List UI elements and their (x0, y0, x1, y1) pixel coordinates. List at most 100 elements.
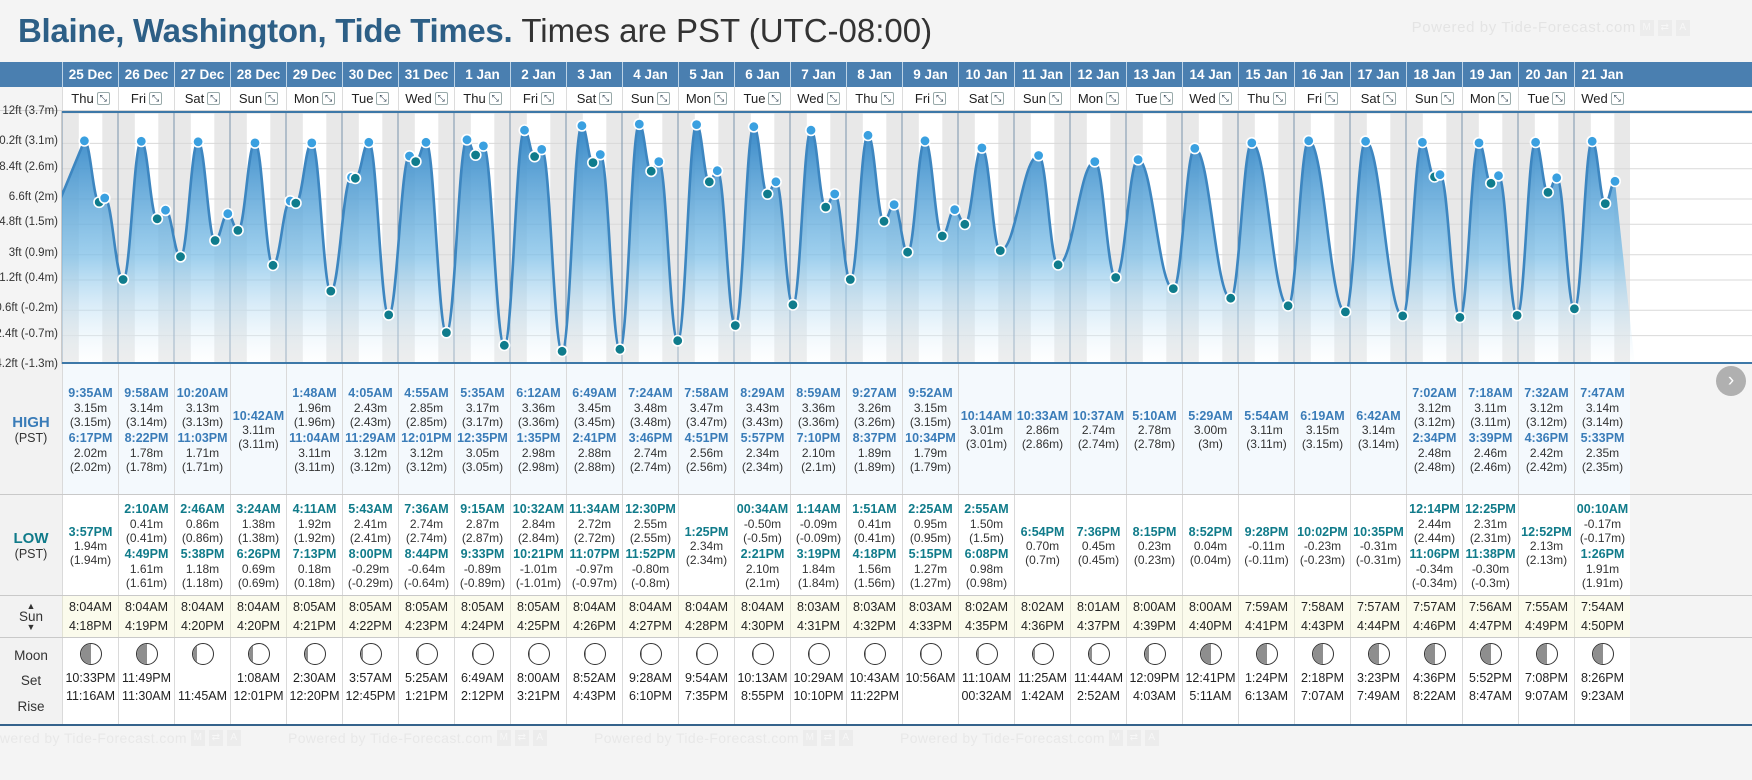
day-of-week-cell[interactable]: Mon ⤡ (1462, 87, 1518, 110)
date-header-cell[interactable]: 13 Jan (1126, 62, 1182, 87)
day-of-week-cell[interactable]: Wed ⤡ (790, 87, 846, 110)
scroll-right-button[interactable]: › (1716, 366, 1746, 396)
date-header-cell[interactable]: 16 Jan (1294, 62, 1350, 87)
expand-icon[interactable]: ⤡ (599, 92, 613, 105)
date-header-cell[interactable]: 10 Jan (958, 62, 1014, 87)
day-of-week-cell[interactable]: Fri ⤡ (1294, 87, 1350, 110)
date-header-cell[interactable]: 28 Dec (230, 62, 286, 87)
date-header-cell[interactable]: 14 Jan (1182, 62, 1238, 87)
date-header-cell[interactable]: 9 Jan (902, 62, 958, 87)
expand-icon[interactable]: ⤡ (1106, 92, 1120, 105)
moon-cell: 12:41PM 5:11AM (1182, 638, 1238, 724)
day-of-week-cell[interactable]: Sat ⤡ (958, 87, 1014, 110)
day-of-week-cell[interactable]: Mon ⤡ (286, 87, 342, 110)
moonrise-time: 1:21PM (404, 689, 449, 703)
day-of-week-cell[interactable]: Thu ⤡ (1238, 87, 1294, 110)
day-name: Thu (1247, 91, 1270, 106)
expand-icon[interactable]: ⤡ (1498, 92, 1512, 105)
day-of-week-cell[interactable]: Thu ⤡ (846, 87, 902, 110)
day-of-week-cell[interactable]: Sun ⤡ (230, 87, 286, 110)
low-tide-cell: 6:54PM 0.70m (0.7m) (1014, 495, 1070, 595)
sunrise-time: 7:57AM (1412, 600, 1457, 615)
expand-icon[interactable]: ⤡ (1383, 92, 1397, 105)
tide-event: 4:11AM 1.92m (1.92m) (293, 501, 337, 546)
day-of-week-cell[interactable]: Thu ⤡ (62, 87, 118, 110)
expand-icon[interactable]: ⤡ (488, 92, 502, 105)
date-header-cell[interactable]: 18 Jan (1406, 62, 1462, 87)
day-of-week-cell[interactable]: Fri ⤡ (510, 87, 566, 110)
expand-icon[interactable]: ⤡ (714, 92, 728, 105)
day-of-week-cell[interactable]: Wed ⤡ (1182, 87, 1238, 110)
expand-icon[interactable]: ⤡ (96, 92, 110, 105)
date-header-cell[interactable]: 4 Jan (622, 62, 678, 87)
date-header-cell[interactable]: 27 Dec (174, 62, 230, 87)
expand-icon[interactable]: ⤡ (1160, 92, 1174, 105)
date-header-cell[interactable]: 3 Jan (566, 62, 622, 87)
date-header-cell[interactable]: 29 Dec (286, 62, 342, 87)
date-header-cell[interactable]: 31 Dec (398, 62, 454, 87)
tide-time: 9:52AM (908, 386, 953, 401)
high-tide-label: HIGH (PST) (0, 364, 62, 494)
day-of-week-cell[interactable]: Fri ⤡ (118, 87, 174, 110)
day-of-week-cell[interactable]: Sat ⤡ (566, 87, 622, 110)
day-of-week-cell[interactable]: Sun ⤡ (1014, 87, 1070, 110)
day-of-week-cell[interactable]: Sun ⤡ (1406, 87, 1462, 110)
expand-icon[interactable]: ⤡ (1049, 92, 1063, 105)
day-of-week-cell[interactable]: Wed ⤡ (1574, 87, 1630, 110)
date-header-cell[interactable]: 25 Dec (62, 62, 118, 87)
day-of-week-cell[interactable]: Thu ⤡ (454, 87, 510, 110)
date-header-cell[interactable]: 20 Jan (1518, 62, 1574, 87)
expand-icon[interactable]: ⤡ (1325, 92, 1339, 105)
date-header-cell[interactable]: 17 Jan (1350, 62, 1406, 87)
expand-icon[interactable]: ⤡ (322, 92, 336, 105)
expand-icon[interactable]: ⤡ (880, 92, 894, 105)
date-header-cell[interactable]: 19 Jan (1462, 62, 1518, 87)
expand-icon[interactable]: ⤡ (434, 92, 448, 105)
expand-icon[interactable]: ⤡ (768, 92, 782, 105)
day-of-week-cell[interactable]: Mon ⤡ (678, 87, 734, 110)
date-header-cell[interactable]: 5 Jan (678, 62, 734, 87)
moonrise-time: 6:13AM (1244, 689, 1289, 703)
date-header-cell[interactable]: 15 Jan (1238, 62, 1294, 87)
expand-icon[interactable]: ⤡ (207, 92, 221, 105)
day-of-week-cell[interactable]: Mon ⤡ (1070, 87, 1126, 110)
date-header-cell[interactable]: 30 Dec (342, 62, 398, 87)
date-header-cell[interactable]: 12 Jan (1070, 62, 1126, 87)
day-of-week-cell[interactable]: Tue ⤡ (342, 87, 398, 110)
date-header-cell[interactable]: 8 Jan (846, 62, 902, 87)
expand-icon[interactable]: ⤡ (991, 92, 1005, 105)
expand-icon[interactable]: ⤡ (376, 92, 390, 105)
day-name: Mon (1077, 91, 1104, 106)
day-name: Mon (685, 91, 712, 106)
expand-icon[interactable]: ⤡ (1441, 92, 1455, 105)
expand-icon[interactable]: ⤡ (149, 92, 163, 105)
date-header-cell[interactable]: 1 Jan (454, 62, 510, 87)
expand-icon[interactable]: ⤡ (1610, 92, 1624, 105)
expand-icon[interactable]: ⤡ (1218, 92, 1232, 105)
expand-icon[interactable]: ⤡ (1272, 92, 1286, 105)
date-header-cell[interactable]: 11 Jan (1014, 62, 1070, 87)
expand-icon[interactable]: ⤡ (1552, 92, 1566, 105)
date-header-cell[interactable]: 2 Jan (510, 62, 566, 87)
date-header-cell[interactable]: 26 Dec (118, 62, 174, 87)
date-header-cell[interactable]: 21 Jan (1574, 62, 1630, 87)
date-header-cell[interactable]: 6 Jan (734, 62, 790, 87)
tide-event: 10:14AM 3.01m (3.01m) (961, 408, 1012, 453)
day-of-week-cell[interactable]: Sun ⤡ (622, 87, 678, 110)
expand-icon[interactable]: ⤡ (933, 92, 947, 105)
date-header-cell[interactable]: 7 Jan (790, 62, 846, 87)
day-of-week-cell[interactable]: Tue ⤡ (1518, 87, 1574, 110)
day-of-week-cell[interactable]: Tue ⤡ (734, 87, 790, 110)
day-of-week-cell[interactable]: Wed ⤡ (398, 87, 454, 110)
moon-phase-icon (1479, 643, 1502, 665)
day-of-week-cell[interactable]: Fri ⤡ (902, 87, 958, 110)
expand-icon[interactable]: ⤡ (265, 92, 279, 105)
expand-icon[interactable]: ⤡ (541, 92, 555, 105)
expand-icon[interactable]: ⤡ (826, 92, 840, 105)
tide-height: -0.89m (463, 561, 502, 576)
expand-icon[interactable]: ⤡ (657, 92, 671, 105)
day-of-week-cell[interactable]: Sat ⤡ (1350, 87, 1406, 110)
tide-event: 4:18PM 1.56m (1.56m) (853, 546, 897, 591)
day-of-week-cell[interactable]: Tue ⤡ (1126, 87, 1182, 110)
day-of-week-cell[interactable]: Sat ⤡ (174, 87, 230, 110)
